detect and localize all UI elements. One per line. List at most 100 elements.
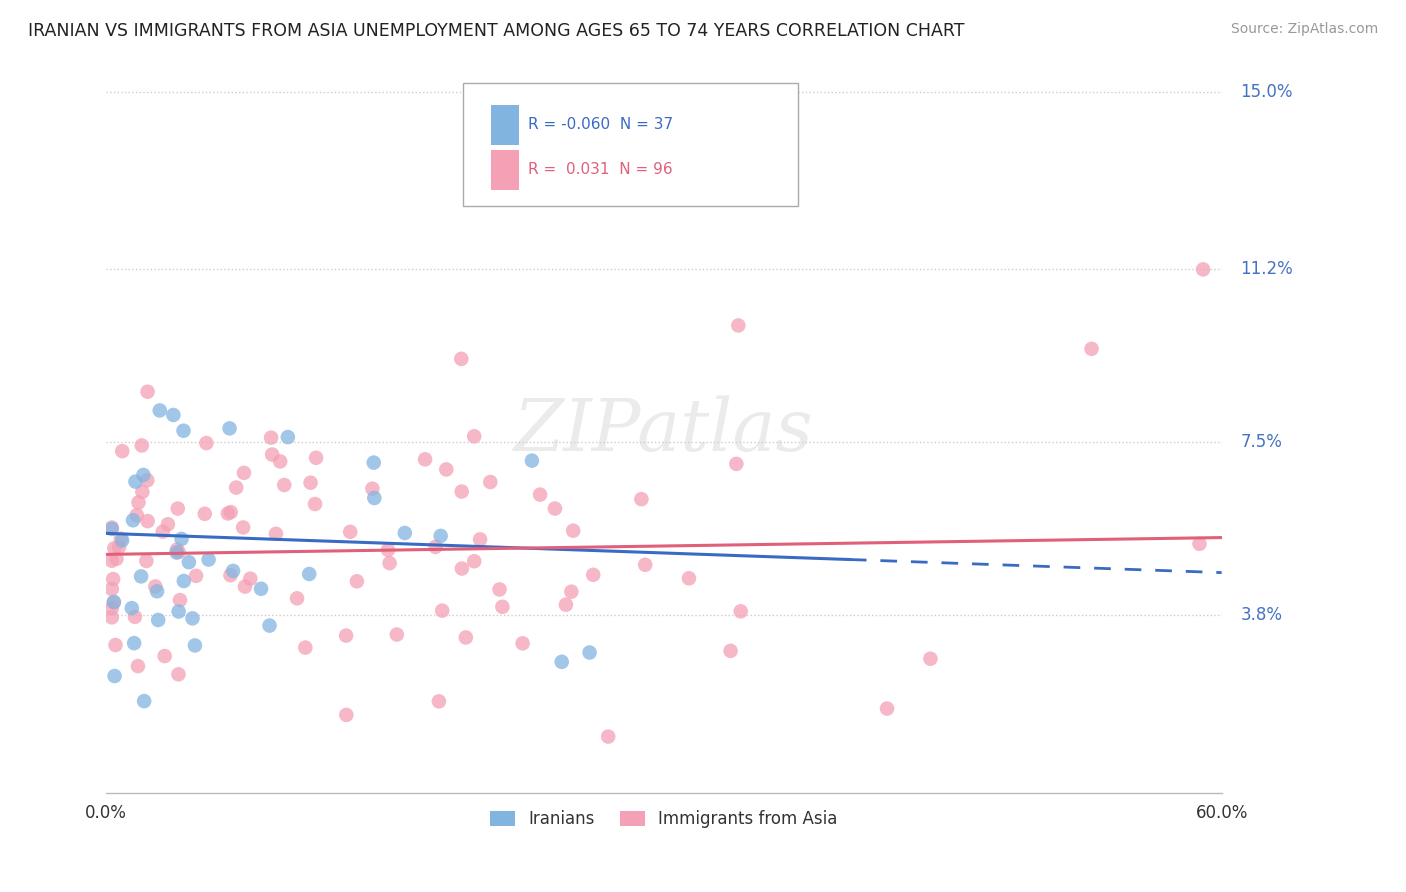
Point <box>920 651 942 665</box>
Point <box>432 604 454 618</box>
Point <box>131 438 153 452</box>
Point <box>720 644 742 658</box>
Point <box>101 522 124 536</box>
Point <box>434 462 457 476</box>
Point <box>167 605 190 619</box>
Point <box>562 524 585 538</box>
Text: 11.2%: 11.2% <box>1240 260 1294 278</box>
Point <box>170 532 193 546</box>
Point <box>105 551 128 566</box>
Point <box>156 517 179 532</box>
Point <box>136 473 159 487</box>
Point <box>101 601 124 615</box>
Point <box>167 667 190 681</box>
Point <box>162 408 184 422</box>
Point <box>143 579 166 593</box>
Point <box>259 618 281 632</box>
Point <box>103 541 125 556</box>
Point <box>127 659 149 673</box>
Point <box>219 568 242 582</box>
Point <box>233 466 256 480</box>
Point <box>512 636 534 650</box>
Point <box>110 532 132 546</box>
Point <box>122 636 145 650</box>
Text: 15.0%: 15.0% <box>1240 83 1292 101</box>
Point <box>103 595 125 609</box>
Point <box>385 627 408 641</box>
Point <box>578 646 600 660</box>
Point <box>103 669 125 683</box>
Point <box>339 524 361 539</box>
Point <box>166 501 188 516</box>
Point <box>121 601 143 615</box>
Point <box>219 505 242 519</box>
Point <box>125 508 148 522</box>
Text: R =  0.031  N = 96: R = 0.031 N = 96 <box>527 162 672 178</box>
Point <box>184 639 207 653</box>
Point <box>454 631 477 645</box>
Point <box>560 584 582 599</box>
Point <box>195 436 218 450</box>
Point <box>529 488 551 502</box>
Text: ZIPatlas: ZIPatlas <box>515 395 814 466</box>
Text: 7.5%: 7.5% <box>1240 434 1282 451</box>
Point <box>222 564 245 578</box>
Point <box>298 566 321 581</box>
Point <box>233 580 256 594</box>
Text: R = -0.060  N = 37: R = -0.060 N = 37 <box>527 117 673 132</box>
Point <box>285 591 308 606</box>
Legend: Iranians, Immigrants from Asia: Iranians, Immigrants from Asia <box>484 804 845 835</box>
Point <box>149 403 172 417</box>
Point <box>346 574 368 589</box>
Point <box>264 526 287 541</box>
Point <box>429 529 451 543</box>
Point <box>122 513 145 527</box>
Point <box>108 540 131 554</box>
Point <box>294 640 316 655</box>
Point <box>111 533 134 548</box>
Point <box>101 554 124 568</box>
Point <box>725 457 748 471</box>
Point <box>394 526 416 541</box>
Point <box>305 450 328 465</box>
Point <box>450 484 472 499</box>
Point <box>152 524 174 539</box>
Point <box>335 629 357 643</box>
Point <box>101 610 124 624</box>
Point <box>166 545 188 559</box>
Point <box>425 540 447 554</box>
Point <box>630 492 652 507</box>
Point <box>582 567 605 582</box>
Point <box>239 572 262 586</box>
Point <box>167 545 190 559</box>
Point <box>136 514 159 528</box>
Point <box>479 475 502 489</box>
Point <box>101 572 124 586</box>
Point <box>413 452 436 467</box>
Point <box>177 555 200 569</box>
Point <box>335 707 357 722</box>
Point <box>488 582 510 597</box>
Point <box>103 595 125 609</box>
Point <box>194 507 217 521</box>
Text: Source: ZipAtlas.com: Source: ZipAtlas.com <box>1230 22 1378 37</box>
Point <box>876 701 898 715</box>
Point <box>181 611 204 625</box>
Point <box>277 430 299 444</box>
Point <box>304 497 326 511</box>
Point <box>148 613 170 627</box>
Point <box>520 453 543 467</box>
Point <box>135 554 157 568</box>
Point <box>225 481 247 495</box>
Point <box>463 429 485 443</box>
Point <box>250 582 273 596</box>
Point <box>299 475 322 490</box>
Point <box>1188 537 1211 551</box>
Point <box>184 569 207 583</box>
Point <box>363 491 385 505</box>
Point <box>363 456 385 470</box>
Point <box>463 554 485 568</box>
Point <box>232 520 254 534</box>
Point <box>218 421 240 435</box>
Point <box>544 501 567 516</box>
